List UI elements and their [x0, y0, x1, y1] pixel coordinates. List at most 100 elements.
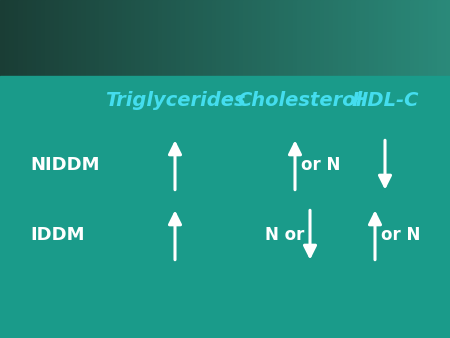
- Bar: [162, 0, 167, 78]
- Bar: [194, 0, 199, 78]
- Bar: [212, 0, 217, 78]
- Bar: [104, 0, 109, 78]
- Bar: [310, 0, 316, 78]
- Bar: [184, 0, 190, 78]
- Bar: [405, 0, 410, 78]
- Bar: [270, 0, 275, 78]
- Bar: [0, 76, 450, 80]
- Text: or N: or N: [381, 226, 420, 244]
- Bar: [81, 0, 86, 78]
- Bar: [18, 0, 23, 78]
- Bar: [76, 0, 82, 78]
- Bar: [45, 0, 50, 78]
- Bar: [4, 0, 10, 78]
- Bar: [248, 0, 253, 78]
- Bar: [432, 0, 437, 78]
- Bar: [387, 0, 392, 78]
- Bar: [302, 0, 307, 78]
- Bar: [446, 0, 450, 78]
- Bar: [274, 0, 280, 78]
- Bar: [266, 0, 271, 78]
- Bar: [158, 0, 163, 78]
- Bar: [297, 0, 302, 78]
- Bar: [176, 0, 181, 78]
- Bar: [153, 0, 158, 78]
- Bar: [230, 0, 235, 78]
- Bar: [306, 0, 311, 78]
- Bar: [392, 0, 397, 78]
- Bar: [112, 0, 118, 78]
- Text: HDL-C: HDL-C: [351, 91, 418, 110]
- Bar: [369, 0, 374, 78]
- Bar: [68, 0, 73, 78]
- Text: Cholesterol: Cholesterol: [238, 91, 363, 110]
- Bar: [418, 0, 424, 78]
- Bar: [225, 0, 230, 78]
- Bar: [117, 0, 122, 78]
- Bar: [436, 0, 442, 78]
- Bar: [288, 0, 293, 78]
- Bar: [54, 0, 59, 78]
- Text: Triglycerides: Triglycerides: [105, 91, 245, 110]
- Bar: [320, 0, 325, 78]
- Bar: [410, 0, 415, 78]
- Bar: [144, 0, 149, 78]
- Bar: [351, 0, 356, 78]
- Bar: [58, 0, 64, 78]
- Bar: [261, 0, 266, 78]
- Bar: [50, 0, 55, 78]
- Bar: [279, 0, 284, 78]
- Bar: [284, 0, 289, 78]
- Bar: [252, 0, 257, 78]
- Bar: [396, 0, 401, 78]
- Bar: [32, 0, 37, 78]
- Bar: [166, 0, 172, 78]
- Bar: [94, 0, 100, 78]
- Bar: [148, 0, 154, 78]
- Text: NIDDM: NIDDM: [30, 156, 99, 174]
- Text: or N: or N: [301, 156, 340, 174]
- Bar: [122, 0, 127, 78]
- Bar: [292, 0, 298, 78]
- Bar: [324, 0, 329, 78]
- Bar: [328, 0, 334, 78]
- Bar: [90, 0, 95, 78]
- Bar: [378, 0, 383, 78]
- Bar: [202, 0, 208, 78]
- Bar: [40, 0, 46, 78]
- Bar: [338, 0, 343, 78]
- Bar: [36, 0, 41, 78]
- Bar: [234, 0, 239, 78]
- Bar: [180, 0, 185, 78]
- Bar: [256, 0, 262, 78]
- Bar: [428, 0, 433, 78]
- Bar: [14, 0, 19, 78]
- Bar: [108, 0, 113, 78]
- Bar: [356, 0, 361, 78]
- Bar: [216, 0, 221, 78]
- Bar: [0, 0, 5, 78]
- Bar: [130, 0, 136, 78]
- Bar: [423, 0, 428, 78]
- Bar: [243, 0, 248, 78]
- Bar: [342, 0, 347, 78]
- Bar: [72, 0, 77, 78]
- Bar: [364, 0, 370, 78]
- Bar: [126, 0, 131, 78]
- Bar: [171, 0, 176, 78]
- Bar: [9, 0, 14, 78]
- Bar: [198, 0, 203, 78]
- Bar: [86, 0, 91, 78]
- Bar: [27, 0, 32, 78]
- Bar: [333, 0, 338, 78]
- Bar: [99, 0, 104, 78]
- Bar: [414, 0, 419, 78]
- Bar: [346, 0, 352, 78]
- Text: N or: N or: [265, 226, 304, 244]
- Bar: [140, 0, 145, 78]
- Text: IDDM: IDDM: [30, 226, 85, 244]
- Bar: [220, 0, 226, 78]
- Bar: [207, 0, 212, 78]
- Bar: [441, 0, 446, 78]
- Bar: [360, 0, 365, 78]
